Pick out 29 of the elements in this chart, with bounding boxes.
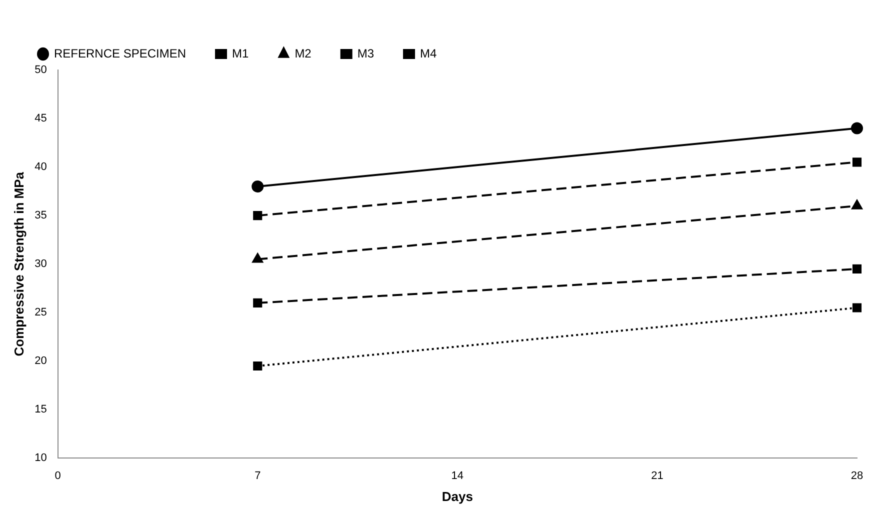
point	[253, 211, 262, 220]
point	[252, 180, 264, 192]
point	[851, 122, 863, 134]
legend-label: M3	[357, 46, 374, 60]
point	[852, 264, 862, 274]
y-tick-label: 35	[34, 210, 47, 222]
legend-label: M1	[232, 46, 250, 60]
point	[253, 298, 262, 308]
point	[253, 361, 262, 371]
y-tick-label: 30	[34, 258, 47, 270]
y-tick-label: 10	[34, 452, 47, 464]
x-tick-label: 21	[651, 470, 664, 482]
legend-label: M2	[294, 46, 312, 60]
y-tick-label: 25	[34, 306, 47, 319]
x-tick-label: 0	[54, 470, 61, 482]
x-tick-label: 28	[850, 470, 864, 482]
y-tick-label: 50	[34, 64, 47, 76]
y-tick-label: 45	[34, 112, 47, 125]
legend-label: M4	[420, 46, 438, 60]
x-tick-label: 7	[254, 470, 261, 482]
point	[852, 303, 862, 312]
y-axis-title: Compressive Strength in MPa	[11, 171, 26, 356]
y-tick-label: 15	[34, 404, 47, 416]
x-tick-label: 14	[451, 470, 464, 482]
point	[852, 158, 862, 167]
y-tick-label: 20	[34, 355, 47, 368]
legend-label: REFERNCE SPECIMEN	[54, 46, 186, 60]
x-axis-title: Days	[442, 488, 473, 504]
y-tick-label: 40	[34, 161, 47, 174]
